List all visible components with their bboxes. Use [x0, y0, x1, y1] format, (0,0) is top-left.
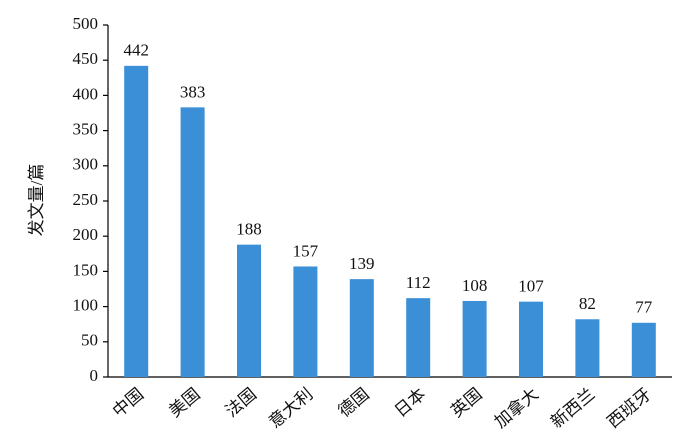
bar [631, 322, 656, 377]
x-tick-label: 日本 [391, 385, 429, 421]
x-tick-label: 法国 [222, 385, 260, 421]
data-label: 188 [236, 220, 262, 239]
x-tick-label: 英国 [447, 385, 485, 421]
y-tick-label: 200 [73, 225, 99, 244]
bar [575, 319, 600, 377]
data-label: 108 [462, 276, 488, 295]
y-tick-label: 0 [90, 366, 99, 385]
y-tick-label: 150 [73, 260, 99, 279]
bar [349, 279, 374, 377]
data-label: 442 [123, 41, 149, 60]
y-tick-label: 450 [73, 49, 99, 68]
data-label: 383 [180, 82, 206, 101]
x-tick-label: 中国 [109, 385, 147, 421]
x-tick-label: 美国 [165, 385, 203, 421]
y-tick-label: 50 [81, 331, 98, 350]
bar [406, 298, 431, 377]
y-tick-label: 100 [73, 296, 99, 315]
bar [462, 300, 487, 377]
x-tick-label: 加拿大 [490, 384, 542, 432]
bar [519, 301, 543, 377]
bar [237, 244, 261, 377]
x-tick-label: 西班牙 [604, 385, 655, 432]
y-tick-label: 250 [73, 190, 99, 209]
bar [293, 266, 318, 377]
bar [180, 107, 205, 378]
data-label: 157 [293, 241, 319, 260]
data-label: 112 [406, 273, 431, 292]
y-axis-label: 发文量/篇 [27, 164, 46, 237]
y-tick-label: 400 [73, 84, 99, 103]
y-tick-label: 350 [73, 120, 99, 139]
x-tick-label: 新西兰 [547, 385, 598, 432]
bar [124, 65, 149, 377]
data-label: 82 [579, 294, 596, 313]
data-label: 77 [635, 298, 653, 317]
data-label: 107 [518, 277, 544, 296]
y-tick-label: 500 [73, 14, 99, 33]
data-label: 139 [349, 254, 375, 273]
x-tick-label: 德国 [335, 385, 373, 421]
x-tick-label: 意大利 [265, 385, 316, 432]
y-tick-label: 300 [73, 155, 99, 174]
